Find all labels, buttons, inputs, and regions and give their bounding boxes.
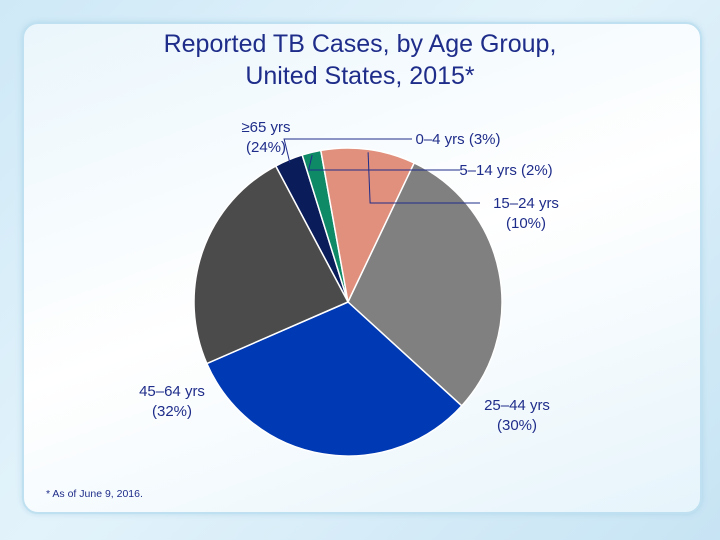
footnote: * As of June 9, 2016. [46, 488, 143, 500]
leader-line-15-24-yrs [367, 152, 480, 204]
leader-line-0-4-yrs [283, 138, 412, 163]
slice-label-line: 0–4 yrs (3%) [415, 131, 500, 148]
slice-label-line: 5–14 yrs (2%) [459, 162, 552, 179]
chart-title-line-2: United States, 2015* [245, 62, 475, 90]
slice-label-25-44-yrs: 25–44 yrs (30%) [484, 397, 550, 434]
slice-label-line: 15–24 yrs [493, 195, 559, 212]
leader-line-5-14-yrs [307, 155, 460, 171]
chart-title: Reported TB Cases, by Age Group, United … [0, 28, 720, 92]
pie-slice-45-64-yrs [205, 301, 463, 457]
slice-label-line: ≥65 yrs [241, 119, 290, 136]
pie-slice-65-yrs [193, 165, 350, 365]
slice-label-45-64-yrs: 45–64 yrs (32%) [139, 383, 205, 420]
slice-label-line: (10%) [506, 215, 546, 232]
slice-label-line: (24%) [246, 139, 286, 156]
pie-slice-15-24-yrs [319, 147, 416, 305]
slice-label-65-yrs: ≥65 yrs (24%) [241, 119, 290, 156]
slice-label-line: (32%) [152, 403, 192, 420]
chart-title-line-1: Reported TB Cases, by Age Group, [163, 30, 557, 58]
slice-label-line: 25–44 yrs [484, 397, 550, 414]
slice-label-line: (30%) [497, 417, 537, 434]
slice-label-line: 45–64 yrs [139, 383, 205, 400]
slice-label-5-14-yrs: 5–14 yrs (2%) [459, 162, 552, 179]
slice-label-15-24-yrs: 15–24 yrs (10%) [493, 195, 559, 232]
pie-slice-25-44-yrs [347, 161, 503, 407]
slice-label-0-4-yrs: 0–4 yrs (3%) [415, 131, 500, 148]
